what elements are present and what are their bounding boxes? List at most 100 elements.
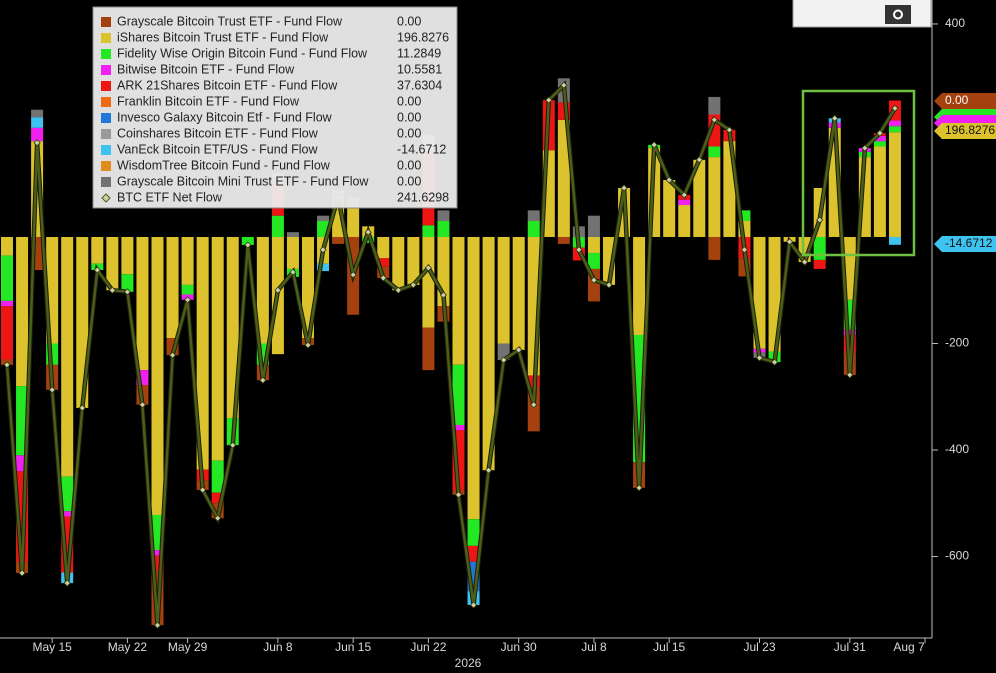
value-tag-label: 0.00 [945, 93, 969, 107]
net-flow-marker [560, 81, 568, 89]
legend-swatch [101, 97, 111, 107]
x-tick-label: Jun 15 [335, 640, 371, 654]
bar-segment [557, 236, 570, 244]
legend-value: 0.00 [397, 94, 421, 108]
legend-value: 0.00 [397, 110, 421, 124]
net-flow-marker [138, 401, 147, 409]
bar-segment [708, 146, 721, 158]
net-flow-marker [515, 346, 523, 354]
legend-label: VanEck Bitcoin ETF/US - Fund Flow [117, 142, 318, 156]
bar-segment [888, 126, 901, 133]
net-flow-marker [695, 156, 703, 164]
legend-label: Grayscale Bitcoin Mini Trust ETF - Fund … [117, 174, 369, 188]
value-tag-label: 196.8276 [945, 123, 995, 137]
net-flow-marker [891, 104, 899, 112]
net-flow-marker [635, 484, 643, 492]
value-tag [934, 123, 996, 139]
bar-segment [813, 259, 826, 269]
legend-swatch [101, 145, 111, 155]
net-flow-marker [289, 268, 297, 276]
bar-segment [708, 157, 721, 237]
net-flow-marker [876, 129, 884, 137]
bar-segment [181, 284, 194, 295]
x-tick-label: Jun 22 [410, 640, 446, 654]
bar-segment [422, 236, 435, 328]
bar-segment [31, 109, 44, 118]
bar-segment [888, 120, 901, 127]
legend-swatch [101, 129, 111, 139]
bar-segment [1, 306, 13, 360]
bar-segment [873, 135, 886, 142]
bar-segment [708, 236, 721, 260]
legend-label: Bitwise Bitcoin ETF - Fund Flow [117, 62, 295, 76]
bar-segment [61, 236, 74, 477]
net-flow-marker [650, 141, 658, 149]
toolbar-button[interactable] [885, 5, 911, 24]
bar-segment [181, 236, 194, 285]
bar-segment [317, 215, 330, 222]
bar-segment [422, 225, 435, 237]
legend-value: 0.00 [397, 126, 421, 140]
net-flow-marker [500, 356, 508, 364]
legend-label: Franklin Bitcoin ETF - Fund Flow [117, 94, 300, 108]
net-flow-marker [3, 361, 11, 369]
bar-segment [813, 236, 826, 260]
legend-value: 0.00 [397, 14, 421, 28]
net-flow-marker [469, 601, 478, 609]
bar-segment [1, 300, 13, 307]
net-flow-marker [274, 286, 282, 294]
legend-value: 0.00 [397, 174, 421, 188]
bar-segment [843, 236, 856, 300]
bar-segment [106, 236, 119, 291]
bar-segment [16, 236, 29, 387]
legend-label: iShares Bitcoin Trust ETF - Fund Flow [117, 30, 329, 44]
net-flow-marker [18, 569, 26, 577]
bar-segment [121, 274, 134, 292]
bar-segment [452, 424, 465, 431]
net-flow-marker [786, 238, 794, 246]
legend-swatch [101, 33, 111, 43]
legend-label: Grayscale Bitcoin Trust ETF - Fund Flow [117, 14, 343, 28]
net-flow-marker [259, 376, 267, 384]
bar-segment [663, 180, 676, 237]
net-flow-marker [770, 358, 779, 366]
net-flow-marker [214, 514, 222, 522]
legend-value: -14.6712 [397, 142, 446, 156]
bar-segment [738, 210, 751, 222]
legend-swatch [101, 49, 111, 59]
bar-segment [467, 236, 480, 520]
bar-segment [708, 96, 721, 115]
legend-value: 10.5581 [397, 62, 442, 76]
legend-swatch [101, 113, 111, 123]
net-flow-marker [620, 184, 628, 192]
net-flow-marker [184, 296, 192, 304]
bar-segment [61, 476, 74, 512]
bar-segment [347, 205, 360, 237]
bar-segment [377, 236, 390, 259]
bar-segment [873, 141, 886, 147]
net-flow-marker [78, 404, 86, 412]
bar-segment [241, 236, 254, 245]
x-tick-label: Jul 8 [581, 640, 607, 654]
bar-segment [587, 236, 600, 253]
net-flow-marker [364, 228, 372, 236]
bar-segment [256, 236, 269, 344]
bar-segment [211, 492, 224, 504]
legend-swatch [101, 193, 111, 203]
net-flow-marker [33, 139, 41, 147]
y-tick-label: -200 [945, 336, 969, 350]
legend-swatch [101, 17, 111, 27]
legend-swatch [101, 81, 111, 91]
net-flow-marker [605, 281, 613, 289]
value-tag [934, 236, 996, 252]
net-flow-marker [725, 126, 733, 134]
bar-segment [271, 215, 284, 237]
y-tick-label: -600 [945, 549, 969, 563]
bar-segment [587, 215, 600, 237]
legend-label: WisdomTree Bitcoin Fund - Fund Flow [117, 158, 331, 172]
bar-segment [678, 205, 691, 237]
bar-segment [843, 329, 856, 335]
bar-segment [587, 252, 600, 269]
legend-value: 37.6304 [397, 78, 442, 92]
